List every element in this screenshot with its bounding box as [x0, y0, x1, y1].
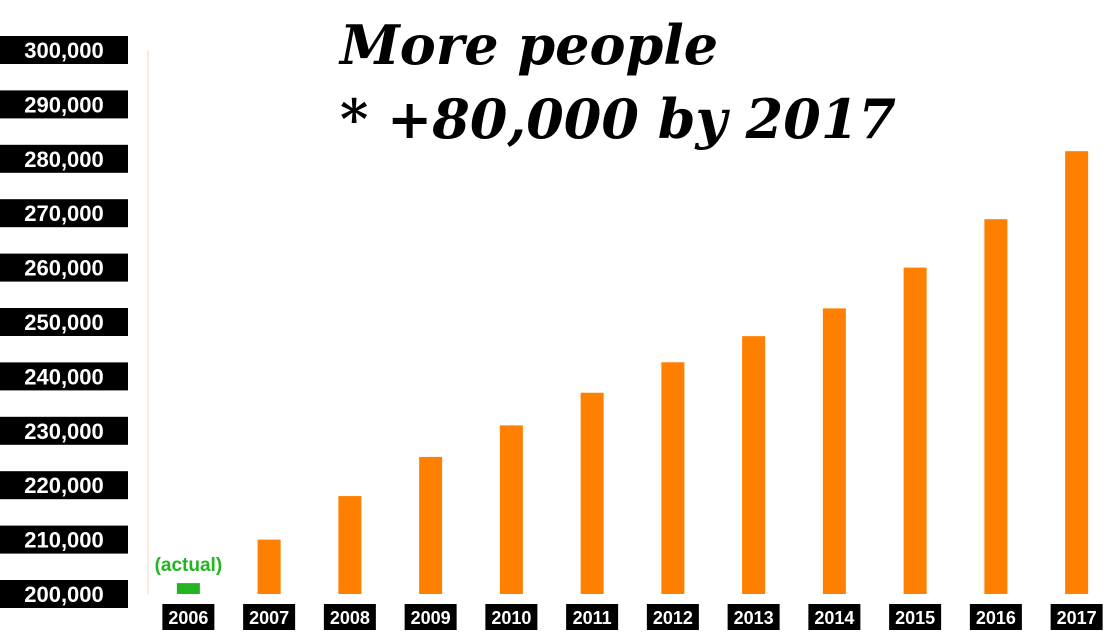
bar-2017	[1065, 151, 1089, 594]
x-tick-label: 2010	[491, 608, 531, 628]
y-tick-label-bg	[0, 362, 128, 391]
chart-title-line-1: More people	[340, 13, 719, 77]
x-tick-label: 2009	[411, 608, 451, 628]
y-tick-label: 200,000	[24, 582, 104, 607]
x-tick-label-bg	[323, 604, 376, 630]
y-tick-label: 250,000	[24, 310, 104, 335]
y-tick-label-bg	[0, 471, 128, 500]
y-tick-label: 270,000	[24, 201, 104, 226]
y-tick-label-bg	[0, 308, 128, 336]
y-tick-label: 280,000	[24, 147, 104, 172]
actual-annotation: (actual)	[155, 555, 223, 576]
bar-2011	[580, 392, 604, 594]
bar-2010	[499, 425, 523, 594]
x-tick-label-bg	[404, 604, 457, 630]
bar-2014	[822, 308, 846, 594]
bar-2007	[257, 539, 281, 594]
x-tick-label-bg	[243, 604, 296, 630]
bar-2016	[984, 219, 1008, 594]
bars	[176, 151, 1089, 594]
x-tick-label-bg	[646, 604, 699, 630]
y-tick-label: 210,000	[24, 528, 104, 553]
x-tick-label-bg	[1050, 604, 1103, 630]
x-tick-label-bg	[485, 604, 538, 630]
bar-2013	[742, 336, 766, 594]
y-tick-label: 290,000	[24, 92, 104, 117]
x-tick-label-bg	[808, 604, 861, 630]
y-tick-label-bg	[0, 90, 128, 119]
y-tick-label-bg	[0, 36, 128, 64]
x-tick-label-bg	[889, 604, 942, 630]
x-tick-label: 2011	[573, 608, 612, 628]
x-tick-label-bg	[162, 604, 215, 630]
y-tick-label-bg	[0, 416, 128, 445]
y-tick-label-bg	[0, 199, 128, 228]
x-tick-label-bg	[969, 604, 1022, 630]
x-tick-label: 2007	[249, 608, 289, 628]
x-tick-label-bg	[727, 604, 780, 630]
x-tick-label: 2008	[330, 608, 370, 628]
bar-2015	[903, 267, 927, 594]
y-axis-ticks: 300,000 290,000 280,000 270,000 260,000 250,0…	[0, 36, 128, 608]
y-tick-label: 240,000	[24, 364, 104, 389]
x-axis-ticks: 2006 2007 2008 2009 2010 2011 2012 2013 2014 2015…	[162, 604, 1103, 630]
x-tick-label: 2015	[895, 608, 935, 628]
y-tick-label-bg	[0, 525, 128, 554]
x-tick-label: 2013	[734, 608, 774, 628]
y-tick-label-bg	[0, 580, 128, 608]
y-tick-label: 260,000	[24, 256, 104, 281]
y-tick-label: 300,000	[24, 38, 104, 63]
y-tick-label-bg	[0, 253, 128, 282]
bar-2006	[176, 583, 200, 594]
x-tick-label: 2012	[653, 608, 693, 628]
y-tick-label-bg	[0, 144, 128, 173]
bar-2012	[661, 362, 685, 594]
x-tick-label-bg	[566, 604, 619, 630]
y-tick-label: 230,000	[24, 419, 104, 444]
x-tick-label: 2006	[168, 608, 208, 628]
x-tick-label: 2016	[976, 608, 1016, 628]
y-tick-label: 220,000	[24, 473, 104, 498]
bar-2009	[419, 456, 443, 594]
bar-2008	[338, 496, 362, 594]
x-tick-label: 2014	[814, 608, 854, 628]
x-tick-label: 2017	[1057, 608, 1097, 628]
chart-title-line-2: * +80,000 by 2017	[340, 87, 896, 151]
